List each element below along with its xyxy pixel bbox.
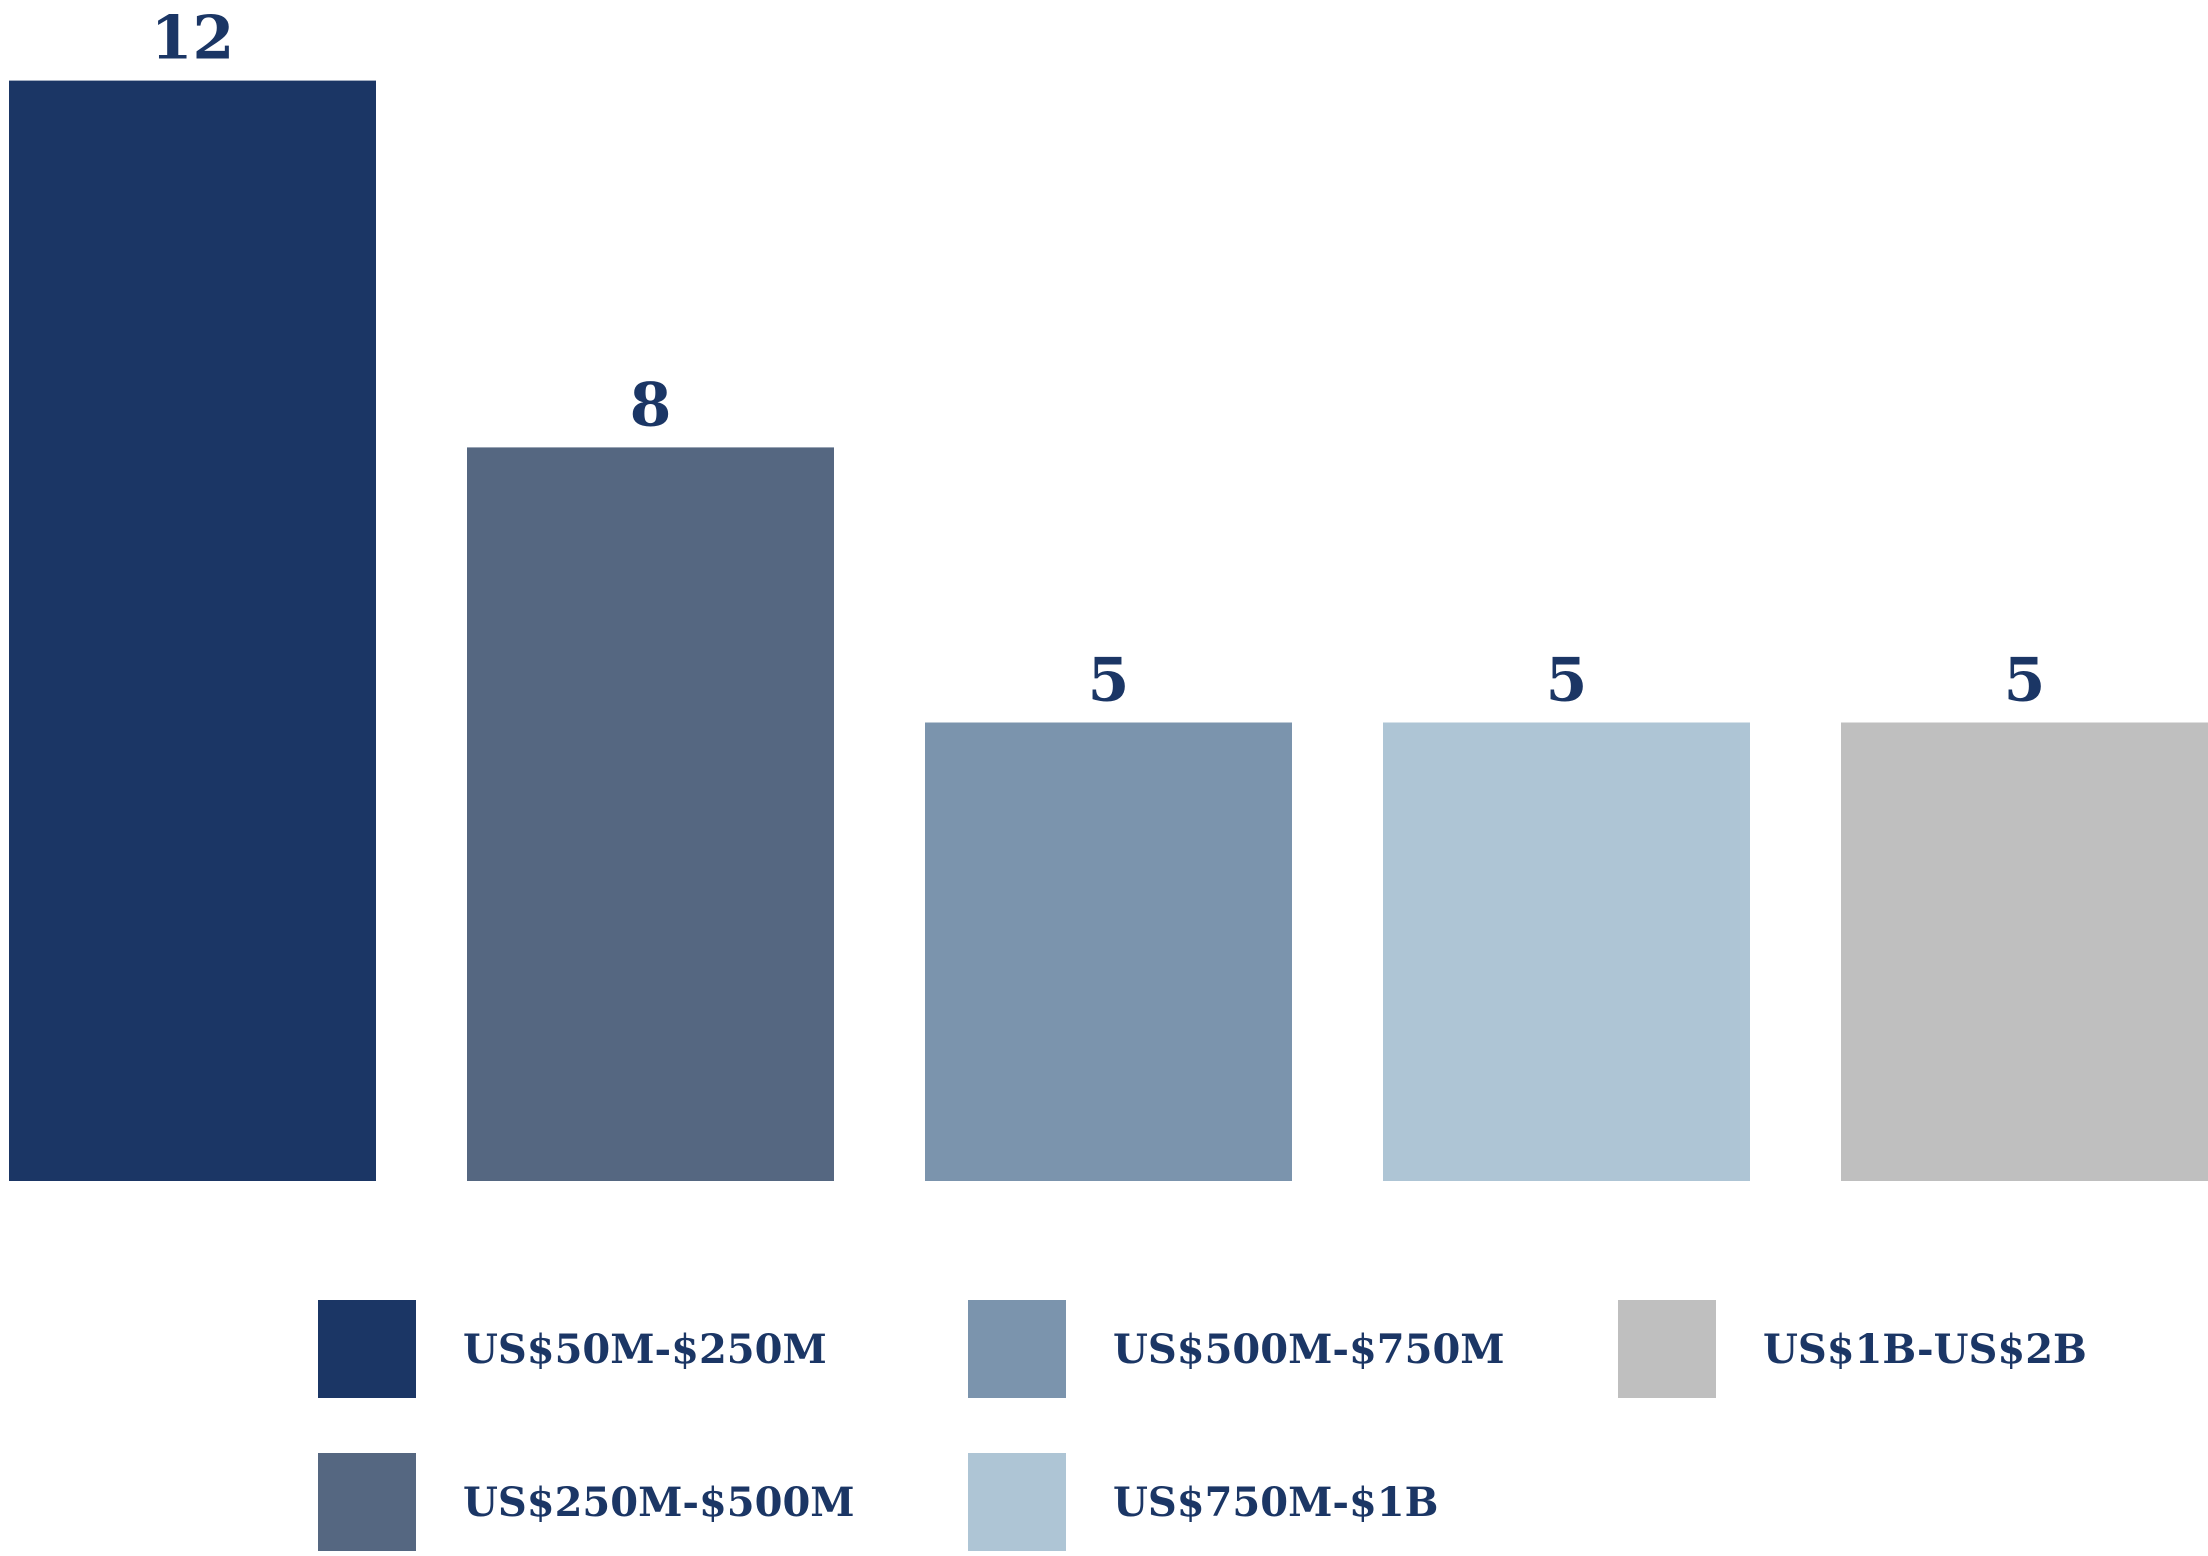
legend-item-us-500m-750m: US$500M-$750M — [968, 1300, 1505, 1398]
legend-label-us-250m-500m: US$250M-$500M — [463, 1479, 855, 1526]
legend-label-us-500m-750m: US$500M-$750M — [1113, 1326, 1505, 1373]
legend-item-us-50m-250m: US$50M-$250M — [318, 1300, 827, 1398]
legend-label-us-50m-250m: US$50M-$250M — [463, 1326, 827, 1373]
bar-us-500m-750m — [925, 722, 1292, 1181]
legend: US$50M-$250M US$250M-$500M US$500M-$750M US… — [318, 1300, 2087, 1551]
legend-item-us-1b-us-2b: US$1B-US$2B — [1618, 1300, 2087, 1398]
legend-label-us-1b-us-2b: US$1B-US$2B — [1763, 1326, 2087, 1373]
data-label-us-250m-500m: 8 — [630, 370, 672, 440]
legend-label-us-750m-1b: US$750M-$1B — [1113, 1479, 1438, 1526]
legend-item-us-250m-500m: US$250M-$500M — [318, 1453, 855, 1551]
value-labels-group: 12 8 5 5 5 — [151, 4, 2046, 716]
legend-swatch-us-250m-500m — [318, 1453, 416, 1551]
bars-group — [9, 80, 2208, 1182]
bar-us-50m-250m — [9, 80, 376, 1182]
data-label-us-1b-us-2b: 5 — [2004, 646, 2046, 716]
legend-swatch-us-50m-250m — [318, 1300, 416, 1398]
legend-swatch-us-500m-750m — [968, 1300, 1066, 1398]
bar-us-750m-1b — [1383, 722, 1750, 1181]
data-label-us-500m-750m: 5 — [1088, 646, 1130, 716]
data-label-us-750m-1b: 5 — [1546, 646, 1588, 716]
bar-us-250m-500m — [467, 447, 834, 1181]
legend-item-us-750m-1b: US$750M-$1B — [968, 1453, 1438, 1551]
legend-swatch-us-1b-us-2b — [1618, 1300, 1716, 1398]
legend-swatch-us-750m-1b — [968, 1453, 1066, 1551]
data-label-us-50m-250m: 12 — [151, 4, 235, 74]
bar-us-1b-us-2b — [1841, 722, 2208, 1181]
